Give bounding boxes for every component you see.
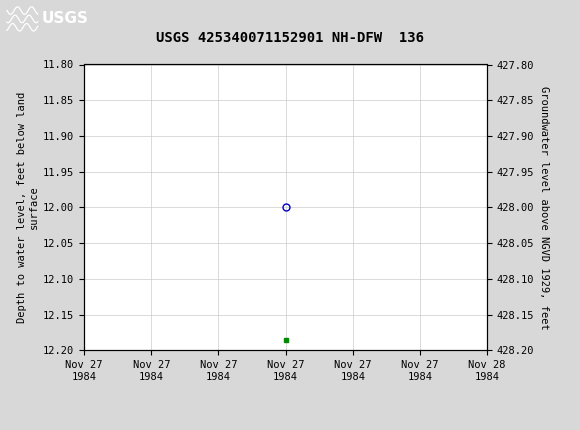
Text: USGS: USGS — [42, 12, 89, 26]
Y-axis label: Depth to water level, feet below land
surface: Depth to water level, feet below land su… — [17, 92, 39, 323]
Y-axis label: Groundwater level above NGVD 1929, feet: Groundwater level above NGVD 1929, feet — [539, 86, 549, 329]
Text: USGS 425340071152901 NH-DFW  136: USGS 425340071152901 NH-DFW 136 — [156, 31, 424, 45]
